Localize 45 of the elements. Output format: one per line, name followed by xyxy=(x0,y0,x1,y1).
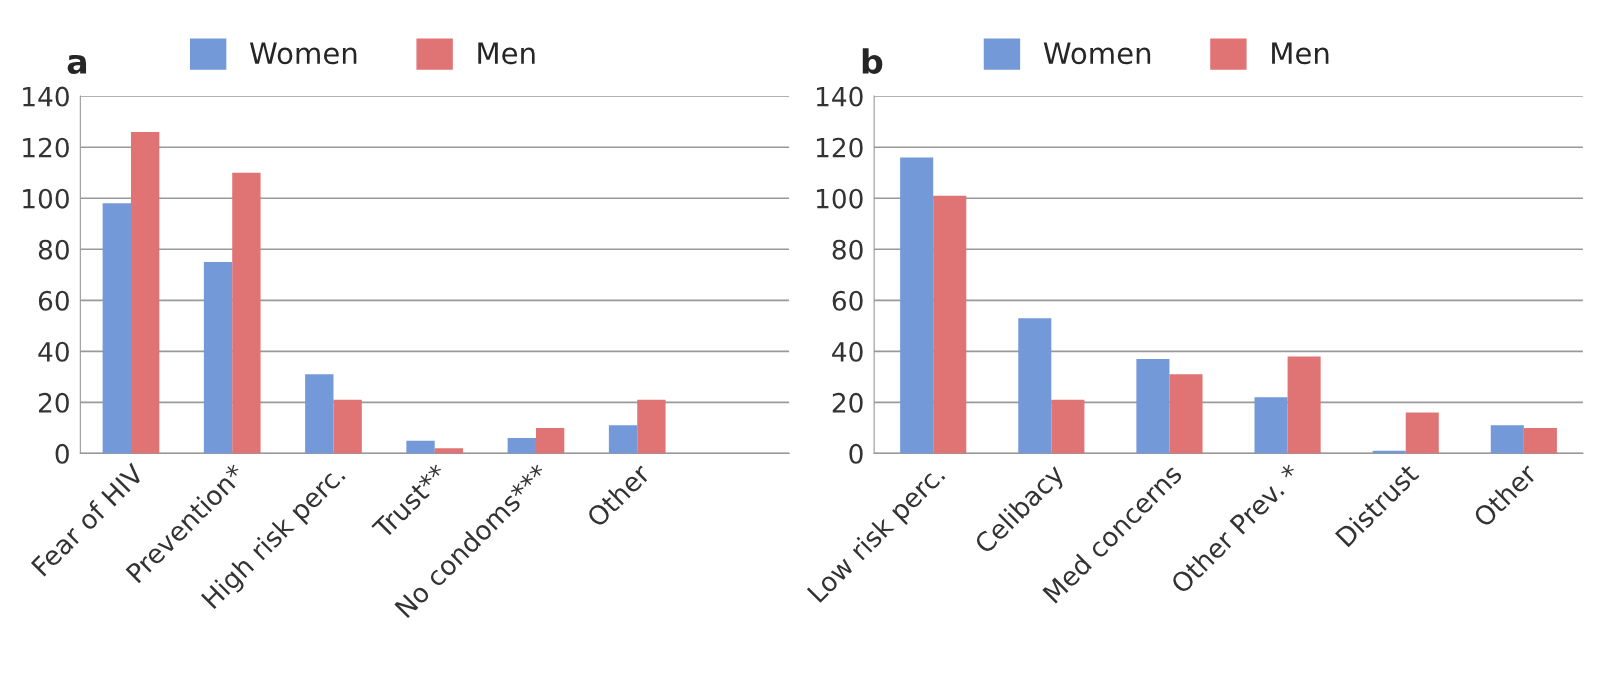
y-tick-label: 100 xyxy=(816,188,863,209)
bar xyxy=(1405,412,1439,454)
legend-label: Men xyxy=(478,42,535,65)
bar xyxy=(232,172,261,454)
bar xyxy=(933,195,967,454)
bar xyxy=(102,203,131,454)
y-tick-label: 120 xyxy=(816,137,863,158)
bar xyxy=(535,427,565,454)
bar xyxy=(1287,356,1321,454)
bar xyxy=(637,399,666,454)
bar xyxy=(900,157,934,454)
y-tick-label: 20 xyxy=(832,392,863,413)
chart-title: a xyxy=(67,54,87,75)
bar xyxy=(1523,427,1557,454)
bar xyxy=(333,399,362,454)
y-tick-label: 60 xyxy=(832,290,863,311)
y-tick-label: 20 xyxy=(38,392,69,413)
y-tick-label: 40 xyxy=(38,341,69,362)
y-tick-label: 120 xyxy=(23,137,69,158)
chart-title: b xyxy=(862,48,883,75)
y-tick-label: 0 xyxy=(849,443,863,464)
bar xyxy=(1254,397,1288,454)
y-tick-label: 80 xyxy=(38,239,69,260)
legend-label: Men xyxy=(1272,42,1329,65)
bar xyxy=(130,131,160,454)
y-tick-label: 80 xyxy=(832,239,863,260)
bar xyxy=(1051,399,1085,454)
bar xyxy=(1136,359,1170,454)
y-tick-label: 140 xyxy=(23,86,69,107)
bar xyxy=(608,425,638,454)
bar xyxy=(305,374,334,454)
y-tick-label: 0 xyxy=(55,443,69,464)
bar xyxy=(434,448,464,454)
bar xyxy=(406,440,435,454)
bar xyxy=(507,438,536,454)
legend-label: Women xyxy=(249,42,357,65)
bar xyxy=(1169,374,1203,454)
y-tick-label: 140 xyxy=(816,86,863,107)
y-tick-label: 40 xyxy=(832,341,863,362)
y-tick-label: 60 xyxy=(38,290,69,311)
bar xyxy=(203,262,233,454)
legend-label: Women xyxy=(1043,42,1151,65)
bar xyxy=(1490,425,1524,454)
bar xyxy=(1018,318,1052,454)
y-tick-label: 100 xyxy=(23,188,69,209)
